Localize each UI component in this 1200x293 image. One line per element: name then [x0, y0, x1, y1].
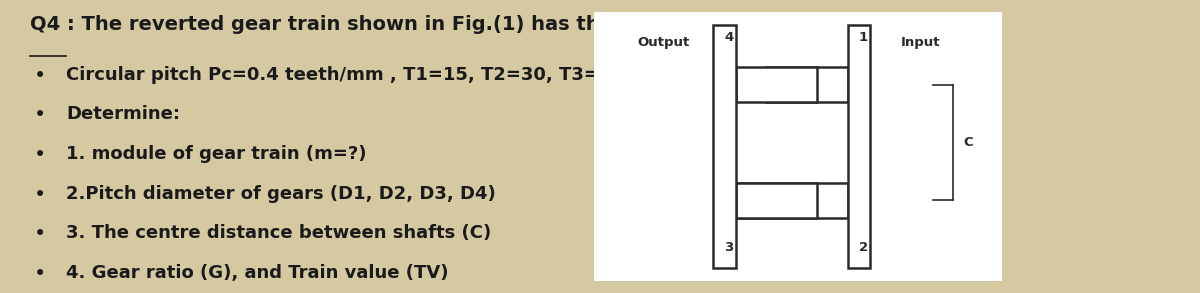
Text: •: • [34, 105, 46, 125]
Text: •: • [34, 145, 46, 165]
Text: : The reverted gear train shown in Fig.(1) has the following data,: : The reverted gear train shown in Fig.(… [67, 15, 785, 34]
Text: •: • [34, 224, 46, 244]
Text: Determine:: Determine: [66, 105, 180, 123]
Text: 1: 1 [859, 30, 868, 44]
Text: •: • [34, 185, 46, 205]
Bar [713, 25, 736, 268]
Text: 2: 2 [859, 241, 868, 254]
Text: •: • [34, 66, 46, 86]
Bar [848, 25, 870, 268]
Bar [736, 67, 817, 102]
Text: C: C [964, 136, 973, 149]
Text: Q4: Q4 [30, 15, 60, 34]
Text: 2.Pitch diameter of gears (D1, D2, D3, D4): 2.Pitch diameter of gears (D1, D2, D3, D… [66, 185, 496, 202]
Text: Output: Output [637, 36, 690, 49]
Bar [736, 183, 817, 218]
Text: Input: Input [901, 36, 940, 49]
Text: 4. Gear ratio (G), and Train value (TV): 4. Gear ratio (G), and Train value (TV) [66, 264, 449, 282]
Text: 1. module of gear train (m=?): 1. module of gear train (m=?) [66, 145, 366, 163]
Text: 3. The centre distance between shafts (C): 3. The centre distance between shafts (C… [66, 224, 491, 242]
Text: 4: 4 [724, 30, 733, 44]
Text: •: • [34, 264, 46, 284]
Bar [767, 67, 848, 102]
Text: Circular pitch Pc=0.4 teeth/mm , T1=15, T2=30, T3=20 , N1= 150 rpm (cw): Circular pitch Pc=0.4 teeth/mm , T1=15, … [66, 66, 827, 84]
Bar [726, 183, 848, 218]
Text: 3: 3 [724, 241, 733, 254]
